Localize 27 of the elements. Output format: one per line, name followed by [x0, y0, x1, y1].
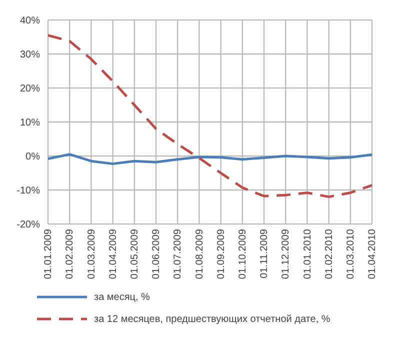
y-tick-label: 40% — [20, 16, 40, 27]
y-tick-label: 10% — [20, 118, 40, 129]
x-tick-label: 01.01.2010 — [302, 228, 314, 280]
y-tick-label: 30% — [20, 50, 40, 61]
x-tick-label: 01.05.2009 — [130, 228, 140, 280]
x-tick-label: 01.11.2009 — [259, 228, 270, 278]
x-tick-label: 01.10.2009 — [238, 228, 248, 280]
x-tick-label: 01.12.2009 — [280, 228, 292, 280]
x-tick-label: 01.03.2009 — [86, 228, 98, 280]
x-tick-label: 01.06.2009 — [151, 228, 162, 280]
x-tick-label: 01.08.2009 — [194, 228, 206, 280]
y-tick-label: -10% — [16, 186, 40, 197]
legend-label: за 12 месяцев, предшествующих отчетной дате, % — [94, 314, 330, 324]
y-tick-label: -20% — [16, 220, 40, 231]
legend-label: за месяц, % — [94, 292, 150, 302]
line-series — [48, 34, 372, 198]
line-series — [48, 153, 372, 166]
y-tick-label: 0% — [26, 152, 40, 163]
x-tick-label: 01.04.2010 — [367, 228, 378, 280]
x-tick-label: 01.04.2009 — [108, 228, 119, 280]
x-tick-label: 01.09.2009 — [216, 228, 227, 280]
x-tick-label: 01.02.2009 — [64, 228, 76, 280]
x-tick-label: 01.01.2009 — [43, 228, 54, 280]
x-tick-label: 01.07.2009 — [172, 228, 184, 280]
x-tick-label: 01.03.2010 — [346, 228, 356, 280]
x-tick-label: 01.02.2010 — [324, 228, 335, 280]
y-tick-label: 20% — [20, 84, 40, 95]
